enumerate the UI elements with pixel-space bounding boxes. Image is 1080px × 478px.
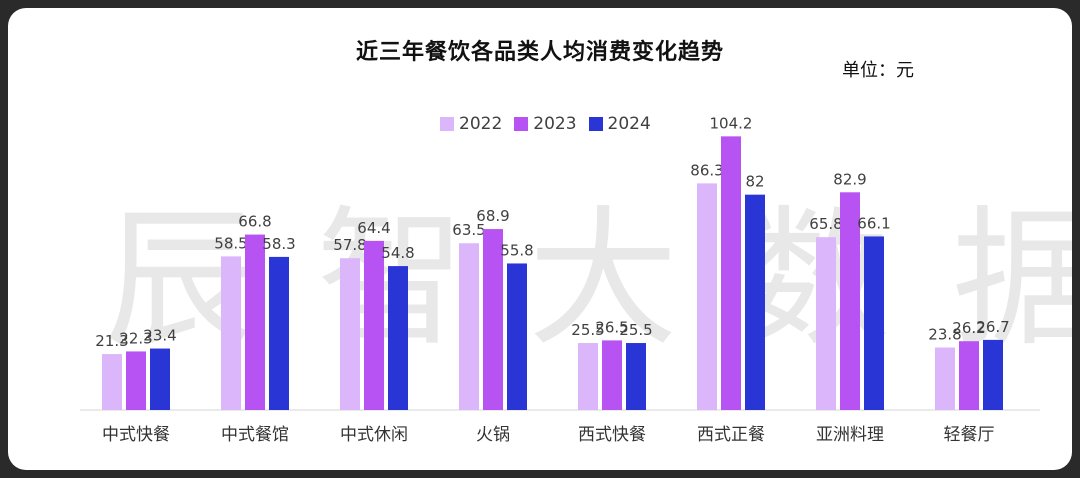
category-label-4: 西式快餐 bbox=[578, 425, 646, 445]
value-label-2023-2: 64.4 bbox=[357, 219, 390, 237]
unit-label: 单位：元 bbox=[842, 60, 914, 81]
category-label-0: 中式快餐 bbox=[102, 425, 170, 445]
value-label-2024-2: 54.8 bbox=[381, 244, 414, 262]
legend-label-2022: 2022 bbox=[459, 114, 503, 134]
bar-2022-6 bbox=[816, 237, 836, 410]
category-label-1: 中式餐馆 bbox=[221, 425, 289, 445]
bar-2023-3 bbox=[483, 229, 503, 410]
bar-2022-0 bbox=[102, 354, 122, 410]
bar-2024-3 bbox=[507, 263, 527, 410]
legend-label-2023: 2023 bbox=[533, 114, 577, 134]
value-label-2024-4: 25.5 bbox=[619, 321, 652, 339]
category-label-5: 西式正餐 bbox=[697, 425, 765, 445]
bar-2024-5 bbox=[745, 194, 765, 410]
category-label-6: 亚洲料理 bbox=[816, 425, 884, 445]
value-label-2023-3: 68.9 bbox=[476, 207, 509, 225]
value-label-2023-0: 22.3 bbox=[119, 329, 152, 347]
bar-2023-5 bbox=[721, 136, 741, 410]
value-label-2024-6: 66.1 bbox=[857, 214, 890, 232]
chart-legend: 2022 2023 2024 bbox=[440, 114, 651, 134]
bar-2024-6 bbox=[864, 236, 884, 410]
value-label-2023-4: 26.5 bbox=[595, 318, 628, 336]
value-label-2024-7: 26.7 bbox=[976, 318, 1009, 336]
bar-2024-7 bbox=[983, 339, 1003, 410]
value-label-2024-5: 82 bbox=[745, 173, 764, 191]
bar-2023-2 bbox=[364, 240, 384, 410]
legend-item-2022: 2022 bbox=[440, 114, 502, 134]
bar-2023-7 bbox=[959, 341, 979, 410]
value-label-2022-2: 57.8 bbox=[333, 236, 366, 254]
value-label-2022-3: 63.5 bbox=[452, 221, 485, 239]
chart-card: 辰智大数据 近三年餐饮各品类人均消费变化趋势 单位：元 2022 2023 20… bbox=[8, 8, 1072, 470]
bar-2022-3 bbox=[459, 243, 479, 410]
bar-2024-0 bbox=[150, 348, 170, 410]
bar-2024-4 bbox=[626, 343, 646, 410]
category-label-3: 火锅 bbox=[476, 425, 510, 445]
bar-2023-4 bbox=[602, 340, 622, 410]
bar-2024-1 bbox=[269, 256, 289, 410]
bar-2023-0 bbox=[126, 351, 146, 410]
bar-2022-4 bbox=[578, 343, 598, 410]
bar-2022-2 bbox=[340, 258, 360, 410]
value-label-2023-5: 104.2 bbox=[710, 114, 753, 132]
category-label-2: 中式休闲 bbox=[340, 425, 408, 445]
value-label-2022-6: 65.8 bbox=[809, 215, 842, 233]
bar-2023-6 bbox=[840, 192, 860, 410]
value-label-2022-1: 58.5 bbox=[214, 234, 247, 252]
value-label-2022-4: 25.5 bbox=[571, 321, 604, 339]
value-label-2022-5: 86.3 bbox=[690, 161, 723, 179]
chart-title: 近三年餐饮各品类人均消费变化趋势 bbox=[355, 40, 724, 65]
bar-2022-1 bbox=[221, 256, 241, 410]
legend-swatch-2024 bbox=[588, 117, 603, 131]
bar-2024-2 bbox=[388, 266, 408, 410]
legend-swatch-2022 bbox=[440, 117, 454, 131]
bar-2023-1 bbox=[245, 234, 265, 410]
legend-item-2024: 2024 bbox=[588, 114, 651, 134]
legend-label-2024: 2024 bbox=[607, 114, 651, 134]
legend-swatch-2023 bbox=[514, 117, 529, 131]
value-label-2022-0: 21.3 bbox=[95, 332, 128, 350]
category-label-7: 轻餐厅 bbox=[944, 425, 995, 445]
value-label-2022-7: 23.8 bbox=[928, 325, 961, 343]
value-label-2024-3: 55.8 bbox=[500, 241, 533, 259]
value-label-2023-1: 66.8 bbox=[238, 213, 271, 231]
bar-2022-7 bbox=[935, 347, 955, 410]
value-label-2024-0: 23.4 bbox=[143, 327, 176, 345]
bar-2022-5 bbox=[697, 183, 717, 410]
value-label-2024-1: 58.3 bbox=[262, 235, 295, 253]
bar-chart-svg: 21.322.323.4 中式快餐 58.5 66.8 58.3 中式餐馆 57.864.4… bbox=[80, 114, 1040, 445]
legend-item-2023: 2023 bbox=[514, 114, 577, 134]
value-label-2023-7: 26.2 bbox=[952, 319, 985, 337]
value-label-2023-6: 82.9 bbox=[833, 170, 866, 188]
